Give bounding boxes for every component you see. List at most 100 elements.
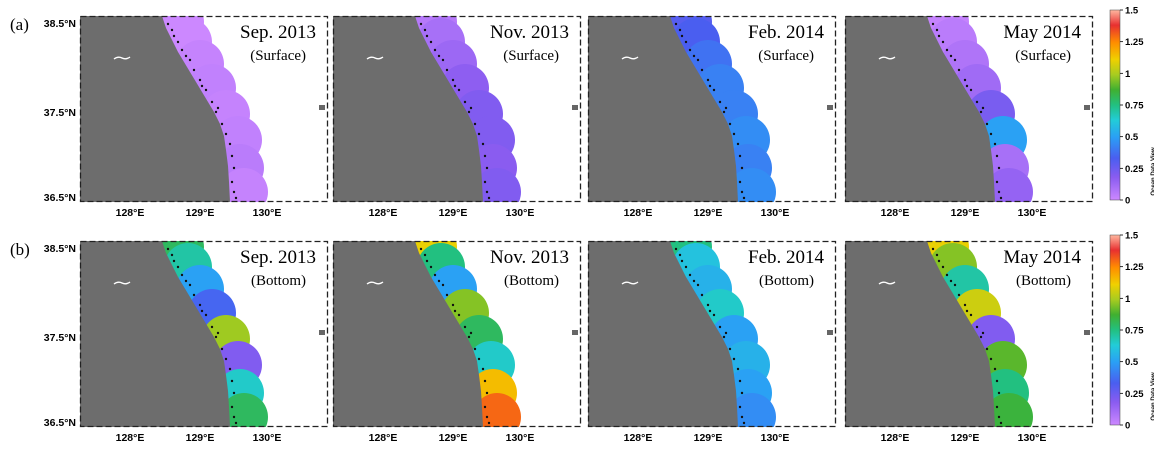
station-dot [188,58,192,62]
lon-label: 130°E [761,432,790,444]
colorbar: 1.5 1.25 1 0.75 0.5 0.25 0 Ocean Data View [1109,231,1154,432]
station-dot [198,303,202,307]
station-dot [210,100,214,104]
map-panel: Feb. 2014 (Surface) 128°E 129°E 130°E [587,15,837,219]
concentration-blob [473,393,521,427]
station-dot [483,405,487,409]
station-dot [192,293,196,297]
station-dot [230,180,234,184]
concentration-blob [985,393,1033,427]
station-dot [965,84,969,88]
station-dot [963,78,967,82]
station-dot [931,22,935,26]
panel-title: Nov. 2013 [490,22,569,43]
lon-label: 128°E [624,207,653,219]
panel-title: Nov. 2013 [490,247,569,268]
map-panel: Sep. 2013 (Bottom) 128°E 129°E 130°E [79,240,329,444]
station-dot [184,279,188,283]
colorbar-gradient [1109,9,1121,201]
station-dot [975,100,979,104]
lat-label: 36.5°N [44,192,76,204]
station-dot [722,110,726,114]
islet-icon [319,330,325,335]
lon-label: 130°E [253,432,282,444]
lon-label: 130°E [761,207,790,219]
islet-icon [827,105,833,110]
colorbar-tick-label: 0.25 [1125,164,1144,175]
lon-label: 128°E [881,432,910,444]
station-dot [700,68,704,72]
station-dot [738,154,742,158]
map-panel: Nov. 2013 (Surface) 128°E 129°E 130°E [332,15,582,219]
lon-label: 129°E [951,207,980,219]
station-dot [742,421,746,425]
station-dot [993,367,997,371]
colorbar-caption: Ocean Data View [1151,372,1154,421]
station-dot [989,132,993,136]
panel-title: May 2014 [1003,247,1081,268]
panel-depth: (Bottom) [759,273,814,289]
station-dot [712,88,716,92]
station-dot [979,110,983,114]
station-dot [457,88,461,92]
station-dot [425,259,429,263]
station-dot [481,367,485,371]
station-dot [469,331,473,335]
station-dot [949,54,953,58]
station-dot [692,54,696,58]
colorbar-tick-label: 1 [1125,69,1131,80]
islet-icon [319,105,325,110]
station-dot [999,421,1003,425]
station-dot [487,196,491,200]
land-mass [588,16,738,202]
station-dot [742,196,746,200]
station-dot [451,303,455,307]
station-dot [423,28,427,32]
colorbar-tick-label: 1.25 [1125,37,1144,48]
station-dot [473,122,477,126]
panel-title: Feb. 2014 [748,247,825,268]
map-panel: Nov. 2013 (Bottom) 128°E 129°E 130°E [332,240,582,444]
concentration-blob [728,393,776,427]
station-dot [228,367,232,371]
station-dot [684,40,688,44]
station-dot [965,309,969,313]
station-dot [445,293,449,297]
colorbar-tick-label: 0.5 [1125,357,1139,368]
colorbar-tick-label: 0.25 [1125,389,1144,400]
colorbar-tick-label: 1.25 [1125,262,1144,273]
concentration-blob [728,168,776,202]
colorbar-tick-label: 0 [1125,196,1130,207]
station-dot [674,22,678,26]
station-dot [740,415,744,419]
station-dot [696,58,700,62]
station-dot [931,247,935,251]
lon-label: 129°E [951,432,980,444]
station-dot [477,132,481,136]
row-b: (b) Sep. 2013(Bottom)128°E 129°E 130°ENov. … [10,231,1154,445]
row-label: (a) [10,15,29,34]
island-icon [621,281,639,285]
station-dot [469,106,473,110]
station-dot [945,273,949,277]
station-dot [979,335,983,339]
lon-label: 128°E [116,207,145,219]
station-dot [188,283,192,287]
station-dot [736,142,740,146]
station-dot [708,84,712,88]
station-dot [445,68,449,72]
station-dot [419,22,423,26]
station-dot [224,357,228,361]
lat-label: 36.5°N [44,417,76,429]
station-dot [937,34,941,38]
station-dot [483,180,487,184]
lon-label: 130°E [506,207,535,219]
row-a: (a) Sep. 2013(Surface)128°E 129°E 130°ENov.… [10,6,1154,220]
station-dot [997,391,1001,395]
island-icon [621,56,639,60]
station-dot [696,283,700,287]
lon-label: 130°E [253,207,282,219]
station-dot [706,78,710,82]
station-dot [941,265,945,269]
station-dot [485,190,489,194]
